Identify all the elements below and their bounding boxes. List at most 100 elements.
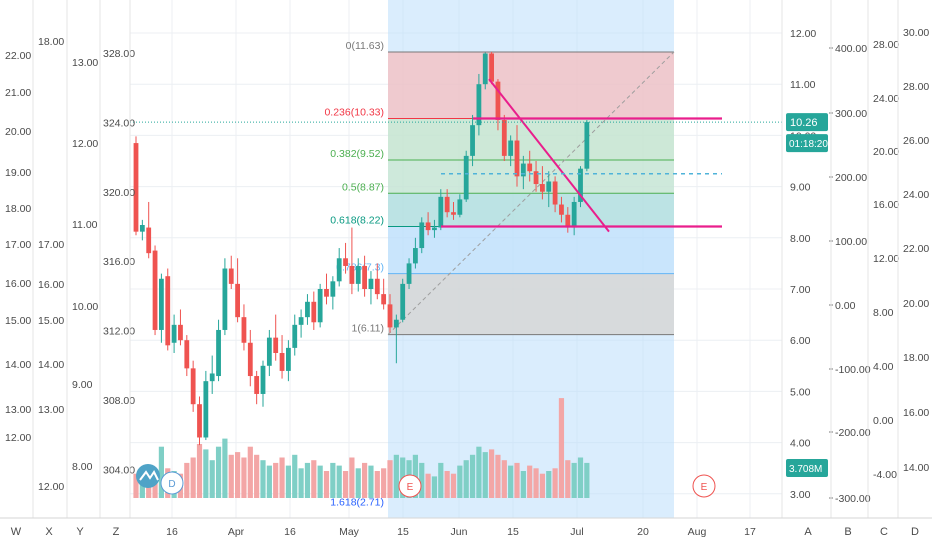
downtrend-line[interactable]	[488, 78, 610, 233]
volume-bar	[342, 471, 349, 498]
fib-level-label: 0.236(10.33)	[324, 107, 384, 119]
x-axis-label: 15	[507, 526, 519, 538]
volume-bar	[298, 468, 304, 498]
candle-body	[419, 222, 425, 249]
x-axis-label: 17	[744, 526, 756, 538]
axis4-label: 14.00	[903, 462, 929, 474]
price-axis-label: 3.00	[790, 489, 811, 501]
axis4-label: 26.00	[903, 135, 929, 147]
fib-zone	[388, 51, 674, 119]
x-axis-label: 15	[397, 526, 409, 538]
axis3-label: -4.00	[873, 469, 897, 481]
countdown-value: 01:18:20	[789, 139, 828, 150]
volume-bar	[495, 454, 501, 498]
x-axis-label: Jun	[451, 526, 468, 538]
candle-body	[273, 337, 279, 353]
volume-bar	[419, 462, 425, 498]
candle-body	[292, 324, 298, 348]
last-price-value: 10.26	[790, 117, 818, 129]
axis-corner-letter: B	[844, 526, 851, 538]
volume-bar	[247, 446, 253, 498]
volume-bar	[501, 460, 507, 498]
candle-body	[279, 353, 285, 371]
volume-bar	[539, 473, 545, 498]
x-axis-label: 16	[166, 526, 178, 538]
main-axis-label: 324.00	[103, 117, 135, 129]
axis-corner-letter: W	[11, 526, 22, 538]
candle-body	[171, 324, 177, 343]
candle-body	[482, 53, 488, 85]
candle-body	[514, 140, 520, 177]
left-axis1-label: 18.00	[5, 203, 31, 215]
price-axis-label: 4.00	[790, 438, 811, 450]
earnings-marker[interactable]: E	[692, 474, 716, 498]
candle-body	[540, 184, 545, 192]
candle-body	[184, 340, 190, 369]
candle-body	[571, 201, 577, 228]
fib-level-label: 0.618(8.22)	[330, 215, 384, 227]
earnings-letter: E	[407, 482, 414, 493]
earnings-marker[interactable]: E	[398, 474, 422, 498]
volume-bar	[273, 462, 279, 498]
volume-bar	[279, 457, 285, 498]
x-axis-label: 16	[284, 526, 296, 538]
candle-body	[578, 168, 583, 202]
logo-mark	[139, 470, 159, 481]
volume-bar	[152, 476, 158, 498]
candle-body	[413, 248, 418, 264]
axis-corner-letter: D	[911, 526, 919, 538]
x-axis-label: Aug	[688, 526, 707, 538]
axis2-label: 0.00	[835, 300, 856, 312]
volume-bar	[215, 446, 222, 498]
left-axis1-label: 14.00	[5, 359, 31, 371]
dividend-marker[interactable]: D	[160, 471, 184, 495]
candle-body	[228, 268, 234, 284]
candle-body	[222, 268, 228, 330]
volume-bar	[469, 454, 476, 498]
trend-drawings[interactable]	[130, 78, 782, 233]
left-axis1-label: 12.00	[5, 432, 31, 444]
axis2-label: 200.00	[835, 172, 867, 184]
axis2-label: -200.00	[835, 427, 871, 439]
candle-body	[330, 281, 336, 297]
fib-zone	[388, 226, 674, 274]
axis3-label: 28.00	[873, 39, 899, 51]
volume-bar	[235, 452, 241, 498]
left-axis1-label: 17.00	[5, 239, 31, 251]
price-axis-label: 11.00	[790, 79, 816, 91]
left-axis2-label: 12.00	[38, 481, 64, 493]
price-axis-label: 7.00	[790, 284, 811, 296]
volume-bar	[450, 473, 457, 498]
dividend-circle	[160, 471, 184, 495]
candle-body	[565, 214, 571, 228]
earnings-circle	[692, 474, 716, 498]
volume-bar	[438, 462, 444, 498]
axis-corner-letter: X	[45, 526, 53, 538]
main-axis-label: 316.00	[103, 256, 135, 268]
candle-body	[197, 404, 202, 438]
axes: 3.00 4.00 5.00 6.00 7.00 8.00 9.00 10.00 11.00 12…	[0, 0, 932, 538]
volume-bar	[203, 449, 209, 498]
volume-bar	[362, 462, 368, 498]
volume-bar	[527, 465, 533, 498]
left-axis2-label: 18.00	[38, 36, 64, 48]
volume-badge	[786, 459, 828, 477]
axis-corner-letter: C	[880, 526, 888, 538]
candle-body	[266, 337, 272, 366]
candle-body	[305, 301, 310, 318]
volume-bar	[355, 468, 361, 498]
fib-zone	[388, 273, 674, 335]
axis-corner-letter: Y	[76, 526, 84, 538]
axis2-label: -100.00	[835, 364, 871, 376]
candle-body	[381, 294, 387, 305]
fib-level-label: 0.5(8.87)	[342, 181, 384, 193]
volume-bar	[508, 465, 514, 498]
candle-body	[520, 163, 526, 177]
left-axis1-label: 22.00	[5, 50, 31, 62]
volume-bar	[266, 465, 272, 498]
tradingview-logo[interactable]	[136, 464, 160, 488]
x-axis-label: May	[339, 526, 360, 538]
fibonacci-retracement[interactable]: 0(11.63) 0.236(10.33) 0.382(9.52) 0.5(8.87)…	[324, 0, 675, 518]
